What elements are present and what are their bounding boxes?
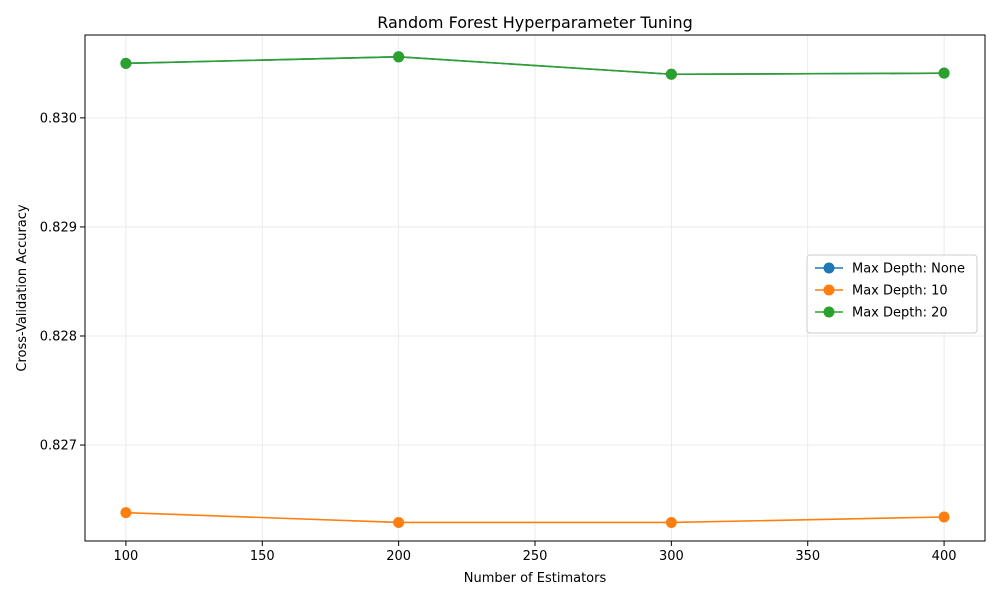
data-point — [120, 507, 132, 519]
x-tick-label: 250 — [523, 549, 548, 564]
data-point — [938, 511, 950, 523]
x-tick-label: 350 — [795, 549, 820, 564]
y-axis: 0.827 0.828 0.829 0.830 — [40, 111, 85, 454]
data-point — [938, 67, 950, 79]
y-tick-label: 0.830 — [40, 111, 77, 126]
series-line — [125, 511, 945, 524]
legend: Max Depth: None Max Depth: 10 Max Depth: 2… — [806, 254, 978, 334]
x-tick-label: 150 — [250, 549, 275, 564]
y-tick-label: 0.828 — [40, 329, 77, 344]
series-line — [125, 56, 945, 76]
data-point — [393, 516, 405, 528]
x-axis-label: Number of Estimators — [464, 571, 607, 586]
legend-item: Max Depth: 20 — [815, 306, 948, 321]
series-2 — [120, 507, 950, 528]
x-axis: 100 150 200 250 300 350 400 — [113, 541, 957, 564]
y-tick-label: 0.827 — [40, 439, 77, 454]
legend-box — [806, 254, 978, 334]
chart-title: Random Forest Hyperparameter Tuning — [377, 13, 693, 32]
y-tick-label: 0.829 — [40, 220, 77, 235]
legend-marker — [823, 262, 835, 274]
plot-area — [120, 51, 950, 528]
legend-marker — [823, 284, 835, 296]
series-3 — [120, 51, 950, 80]
data-point — [665, 516, 677, 528]
legend-label: Max Depth: None — [852, 262, 965, 277]
x-tick-label: 300 — [659, 549, 684, 564]
data-point — [665, 68, 677, 80]
legend-label: Max Depth: 20 — [852, 306, 948, 321]
legend-label: Max Depth: 10 — [852, 284, 948, 299]
x-tick-label: 200 — [386, 549, 411, 564]
legend-item: Max Depth: 10 — [815, 284, 948, 299]
data-point — [120, 57, 132, 69]
legend-item: Max Depth: None — [815, 262, 965, 277]
x-tick-label: 100 — [113, 549, 138, 564]
y-axis-label: Cross-Validation Accuracy — [15, 204, 30, 372]
legend-marker — [823, 306, 835, 318]
data-point — [393, 51, 405, 63]
x-tick-label: 400 — [932, 549, 957, 564]
